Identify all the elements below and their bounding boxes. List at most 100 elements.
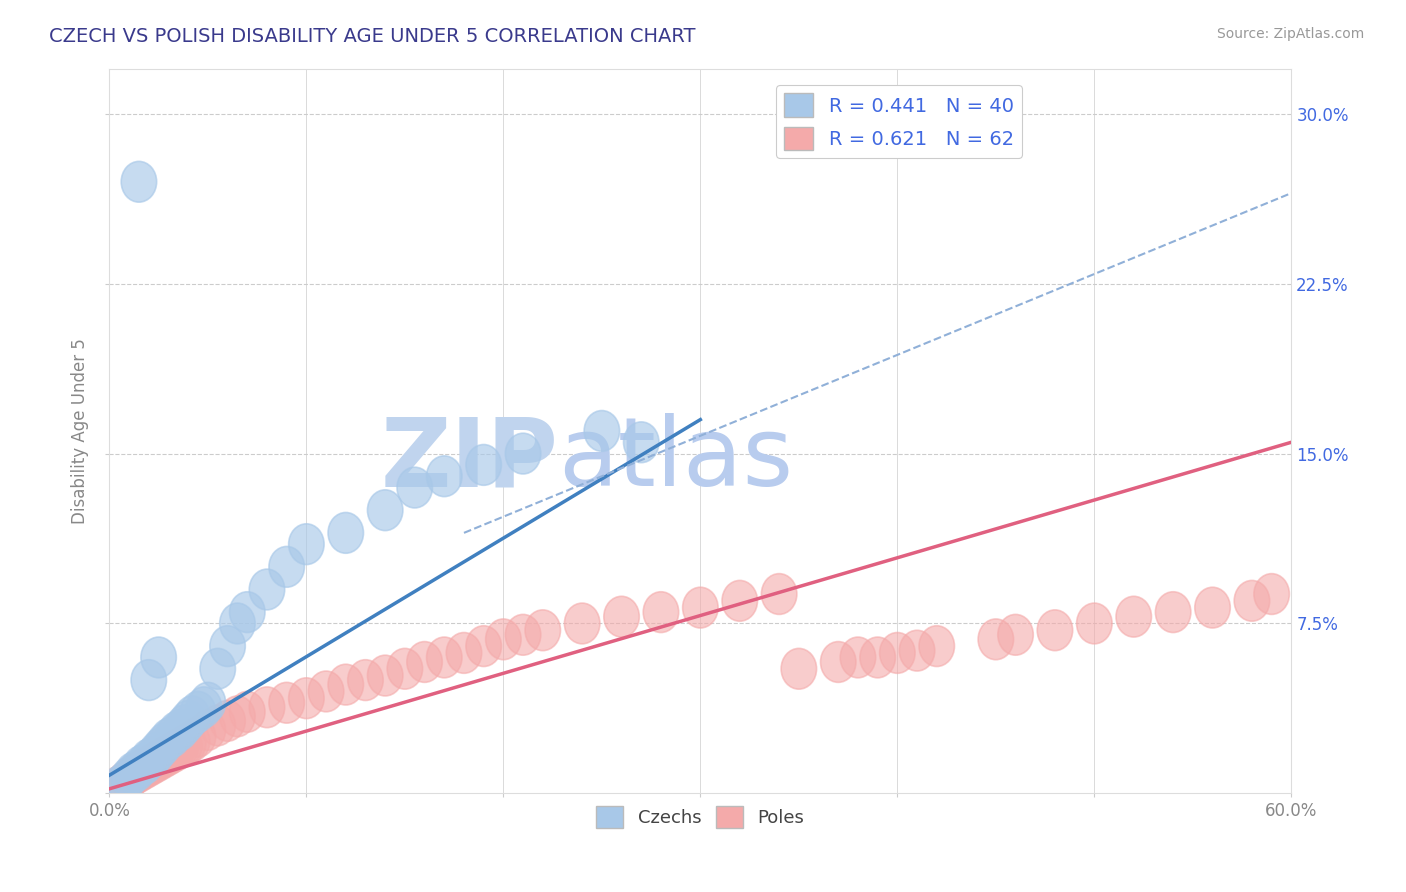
Ellipse shape — [150, 734, 186, 775]
Ellipse shape — [603, 596, 640, 637]
Ellipse shape — [190, 709, 225, 750]
Ellipse shape — [155, 732, 190, 773]
Ellipse shape — [139, 732, 174, 773]
Ellipse shape — [209, 700, 245, 741]
Ellipse shape — [465, 444, 502, 485]
Ellipse shape — [1254, 574, 1289, 615]
Ellipse shape — [146, 723, 183, 764]
Ellipse shape — [288, 678, 325, 719]
Ellipse shape — [135, 744, 170, 784]
Ellipse shape — [1038, 610, 1073, 650]
Ellipse shape — [880, 632, 915, 673]
Ellipse shape — [174, 721, 209, 762]
Ellipse shape — [683, 587, 718, 628]
Ellipse shape — [219, 696, 254, 737]
Ellipse shape — [131, 660, 166, 700]
Ellipse shape — [209, 625, 245, 666]
Ellipse shape — [860, 637, 896, 678]
Ellipse shape — [143, 739, 179, 780]
Ellipse shape — [406, 641, 443, 682]
Legend: Czechs, Poles: Czechs, Poles — [589, 798, 811, 835]
Ellipse shape — [920, 625, 955, 666]
Ellipse shape — [166, 705, 202, 746]
Ellipse shape — [269, 682, 305, 723]
Ellipse shape — [159, 712, 194, 753]
Ellipse shape — [328, 665, 364, 705]
Ellipse shape — [107, 762, 143, 803]
Ellipse shape — [1234, 581, 1270, 621]
Ellipse shape — [127, 744, 163, 784]
Ellipse shape — [186, 687, 222, 728]
Ellipse shape — [426, 456, 463, 497]
Ellipse shape — [166, 725, 202, 766]
Ellipse shape — [120, 753, 155, 793]
Ellipse shape — [505, 615, 541, 656]
Ellipse shape — [155, 716, 190, 757]
Ellipse shape — [821, 641, 856, 682]
Ellipse shape — [396, 467, 433, 508]
Ellipse shape — [120, 750, 155, 791]
Ellipse shape — [387, 648, 423, 690]
Ellipse shape — [900, 631, 935, 671]
Ellipse shape — [229, 591, 264, 632]
Ellipse shape — [115, 755, 150, 796]
Ellipse shape — [107, 762, 143, 803]
Y-axis label: Disability Age Under 5: Disability Age Under 5 — [72, 338, 89, 524]
Ellipse shape — [143, 728, 179, 768]
Ellipse shape — [131, 739, 166, 780]
Ellipse shape — [180, 691, 215, 732]
Ellipse shape — [170, 723, 205, 764]
Ellipse shape — [163, 728, 198, 768]
Ellipse shape — [249, 569, 284, 610]
Ellipse shape — [200, 648, 235, 690]
Ellipse shape — [485, 619, 522, 660]
Ellipse shape — [127, 748, 163, 789]
Ellipse shape — [121, 161, 156, 202]
Ellipse shape — [146, 737, 183, 778]
Ellipse shape — [643, 591, 679, 632]
Ellipse shape — [762, 574, 797, 615]
Ellipse shape — [101, 766, 136, 807]
Ellipse shape — [426, 637, 463, 678]
Ellipse shape — [505, 434, 541, 474]
Ellipse shape — [150, 719, 186, 759]
Ellipse shape — [564, 603, 600, 644]
Ellipse shape — [159, 730, 194, 771]
Ellipse shape — [111, 757, 146, 797]
Ellipse shape — [524, 610, 561, 650]
Ellipse shape — [979, 619, 1014, 660]
Ellipse shape — [200, 705, 235, 746]
Ellipse shape — [583, 410, 620, 451]
Text: atlas: atlas — [558, 413, 793, 507]
Ellipse shape — [841, 637, 876, 678]
Ellipse shape — [170, 700, 205, 741]
Ellipse shape — [174, 696, 209, 737]
Ellipse shape — [141, 637, 176, 678]
Ellipse shape — [124, 746, 159, 787]
Ellipse shape — [219, 603, 254, 644]
Ellipse shape — [131, 746, 166, 787]
Ellipse shape — [135, 737, 170, 778]
Ellipse shape — [139, 741, 174, 782]
Ellipse shape — [180, 716, 215, 757]
Text: CZECH VS POLISH DISABILITY AGE UNDER 5 CORRELATION CHART: CZECH VS POLISH DISABILITY AGE UNDER 5 C… — [49, 27, 696, 45]
Ellipse shape — [229, 691, 264, 732]
Ellipse shape — [367, 656, 404, 696]
Ellipse shape — [1156, 591, 1191, 632]
Ellipse shape — [1116, 596, 1152, 637]
Ellipse shape — [115, 753, 150, 793]
Ellipse shape — [998, 615, 1033, 656]
Ellipse shape — [623, 422, 659, 463]
Ellipse shape — [1195, 587, 1230, 628]
Ellipse shape — [347, 660, 384, 700]
Ellipse shape — [782, 648, 817, 690]
Ellipse shape — [124, 750, 159, 791]
Ellipse shape — [328, 513, 364, 553]
Text: ZIP: ZIP — [381, 413, 558, 507]
Ellipse shape — [367, 490, 404, 531]
Ellipse shape — [249, 687, 284, 728]
Ellipse shape — [723, 581, 758, 621]
Ellipse shape — [111, 759, 146, 800]
Ellipse shape — [269, 547, 305, 587]
Ellipse shape — [101, 766, 136, 807]
